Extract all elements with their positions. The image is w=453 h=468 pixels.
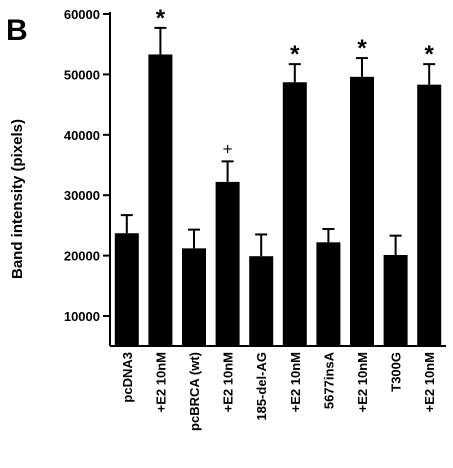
significance-star: *	[357, 35, 367, 62]
bar	[316, 242, 341, 346]
y-tick-label: 50000	[64, 67, 100, 82]
significance-annotations: * + * * *	[156, 5, 435, 158]
category-label: 5677insA	[321, 351, 336, 409]
significance-star: *	[290, 41, 300, 68]
significance-plus: +	[223, 139, 233, 158]
bar	[417, 84, 442, 346]
category-label: pcBRCA (wt)	[187, 352, 202, 431]
bars	[114, 54, 442, 347]
panel-label: B	[6, 14, 28, 47]
category-label: +E2 10nM	[422, 352, 437, 412]
bar	[383, 254, 408, 346]
category-label: +E2 10nM	[153, 352, 168, 412]
category-label: 185-del-AG	[254, 352, 269, 421]
category-label: T300G	[389, 352, 404, 392]
category-label: +E2 10nM	[288, 352, 303, 412]
bar	[282, 82, 307, 346]
category-label: +E2 10nM	[221, 352, 236, 412]
y-tick-label: 40000	[64, 128, 100, 143]
y-tick-label: 60000	[64, 7, 100, 22]
category-label: pcDNA3	[120, 352, 135, 403]
significance-star: *	[156, 5, 166, 32]
bar	[114, 233, 139, 346]
error-bars	[120, 26, 436, 257]
y-tick-label: 30000	[64, 188, 100, 203]
y-axis-label: Band intensity (pixels)	[9, 119, 26, 279]
y-tick-label: 20000	[64, 249, 100, 264]
category-label: +E2 10nM	[355, 352, 370, 412]
y-tick-label: 10000	[64, 309, 100, 324]
bar	[148, 54, 173, 347]
bar	[215, 181, 240, 346]
bar	[182, 248, 206, 346]
bar	[249, 256, 274, 346]
bar	[350, 76, 374, 346]
category-labels: pcDNA3 +E2 10nM pcBRCA (wt) +E2 10nM 185-del…	[120, 351, 437, 431]
significance-star: *	[425, 41, 435, 68]
y-axis-ticks: 10000 20000 30000 40000 50000 60000	[64, 7, 110, 324]
